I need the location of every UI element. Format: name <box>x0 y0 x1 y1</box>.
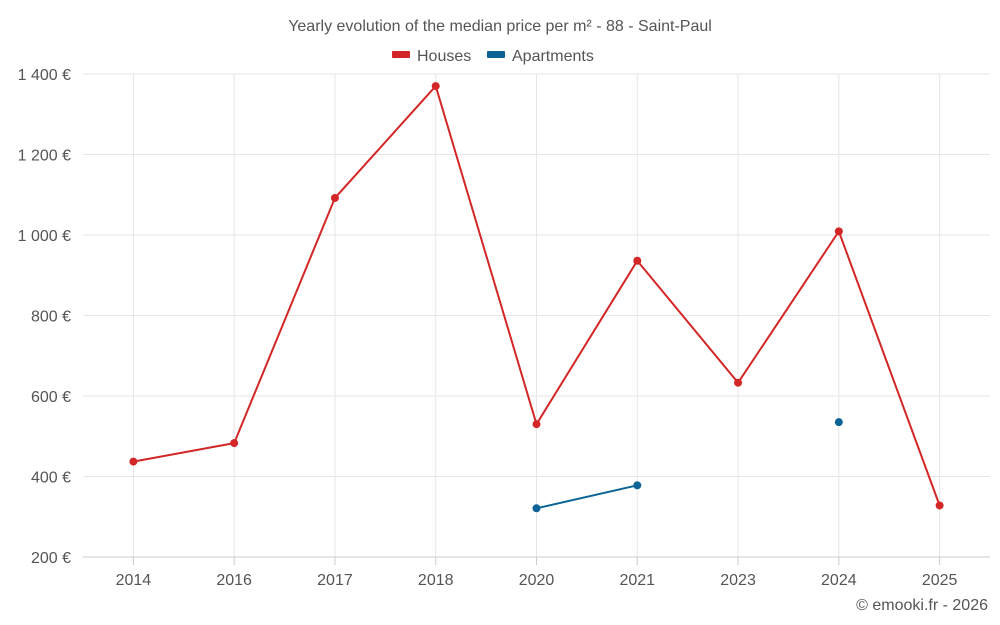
series-apartments <box>532 418 843 513</box>
point-houses-2024[interactable] <box>834 227 843 236</box>
point-apartments-2021[interactable] <box>633 481 642 490</box>
line-segment-apartments <box>535 484 639 510</box>
x-tick-label: 2021 <box>619 572 655 589</box>
line-segment-houses <box>737 230 840 384</box>
y-tick-label: 200 € <box>31 550 71 567</box>
line-segment-houses <box>636 259 740 384</box>
x-tick-label: 2024 <box>821 572 857 589</box>
series-houses <box>129 82 944 510</box>
x-tick-label: 2016 <box>216 572 252 589</box>
point-houses-2020[interactable] <box>532 420 541 429</box>
point-apartments-2024[interactable] <box>834 418 843 427</box>
legend-label-houses: Houses <box>417 48 471 65</box>
x-tick-label: 2025 <box>922 572 958 589</box>
point-houses-2014[interactable] <box>129 457 138 466</box>
point-houses-2023[interactable] <box>734 378 743 387</box>
y-tick-label: 1 200 € <box>18 148 71 165</box>
line-segment-houses <box>535 259 639 426</box>
legend-swatch-apartments <box>487 51 505 58</box>
line-segment-houses <box>333 85 437 199</box>
y-tick-label: 1 000 € <box>18 228 71 245</box>
y-tick-label: 800 € <box>31 309 71 326</box>
point-houses-2021[interactable] <box>633 256 642 265</box>
line-segment-houses <box>233 196 336 445</box>
series-layer <box>129 82 944 513</box>
point-apartments-2020[interactable] <box>532 504 541 513</box>
axes: 200 € 400 € 600 € 800 € 1 000 € 1 200 € 1 400 … <box>18 67 990 589</box>
line-segment-houses <box>837 230 941 507</box>
line-segment-houses <box>132 442 236 463</box>
chart-title: Yearly evolution of the median price per… <box>288 18 712 35</box>
grid <box>83 73 990 558</box>
y-tick-label: 600 € <box>31 389 71 406</box>
point-houses-2016[interactable] <box>230 439 239 448</box>
legend-item-houses[interactable]: Houses <box>392 48 471 65</box>
x-tick-label: 2017 <box>317 572 353 589</box>
point-houses-2025[interactable] <box>935 501 944 510</box>
credit-text: © emooki.fr - 2026 <box>856 597 988 614</box>
point-houses-2017[interactable] <box>330 193 339 202</box>
x-tick-label: 2020 <box>519 572 555 589</box>
legend-swatch-houses <box>392 51 410 58</box>
y-tick-label: 400 € <box>31 470 71 487</box>
x-tick-label: 2014 <box>116 572 152 589</box>
legend-item-apartments[interactable]: Apartments <box>487 48 594 65</box>
line-segment-houses <box>434 85 538 426</box>
legend: Houses Apartments <box>392 48 594 65</box>
legend-label-apartments: Apartments <box>512 48 594 65</box>
point-houses-2018[interactable] <box>431 82 440 91</box>
x-tick-label: 2023 <box>720 572 756 589</box>
x-tick-label: 2018 <box>418 572 454 589</box>
y-tick-label: 1 400 € <box>18 67 71 84</box>
